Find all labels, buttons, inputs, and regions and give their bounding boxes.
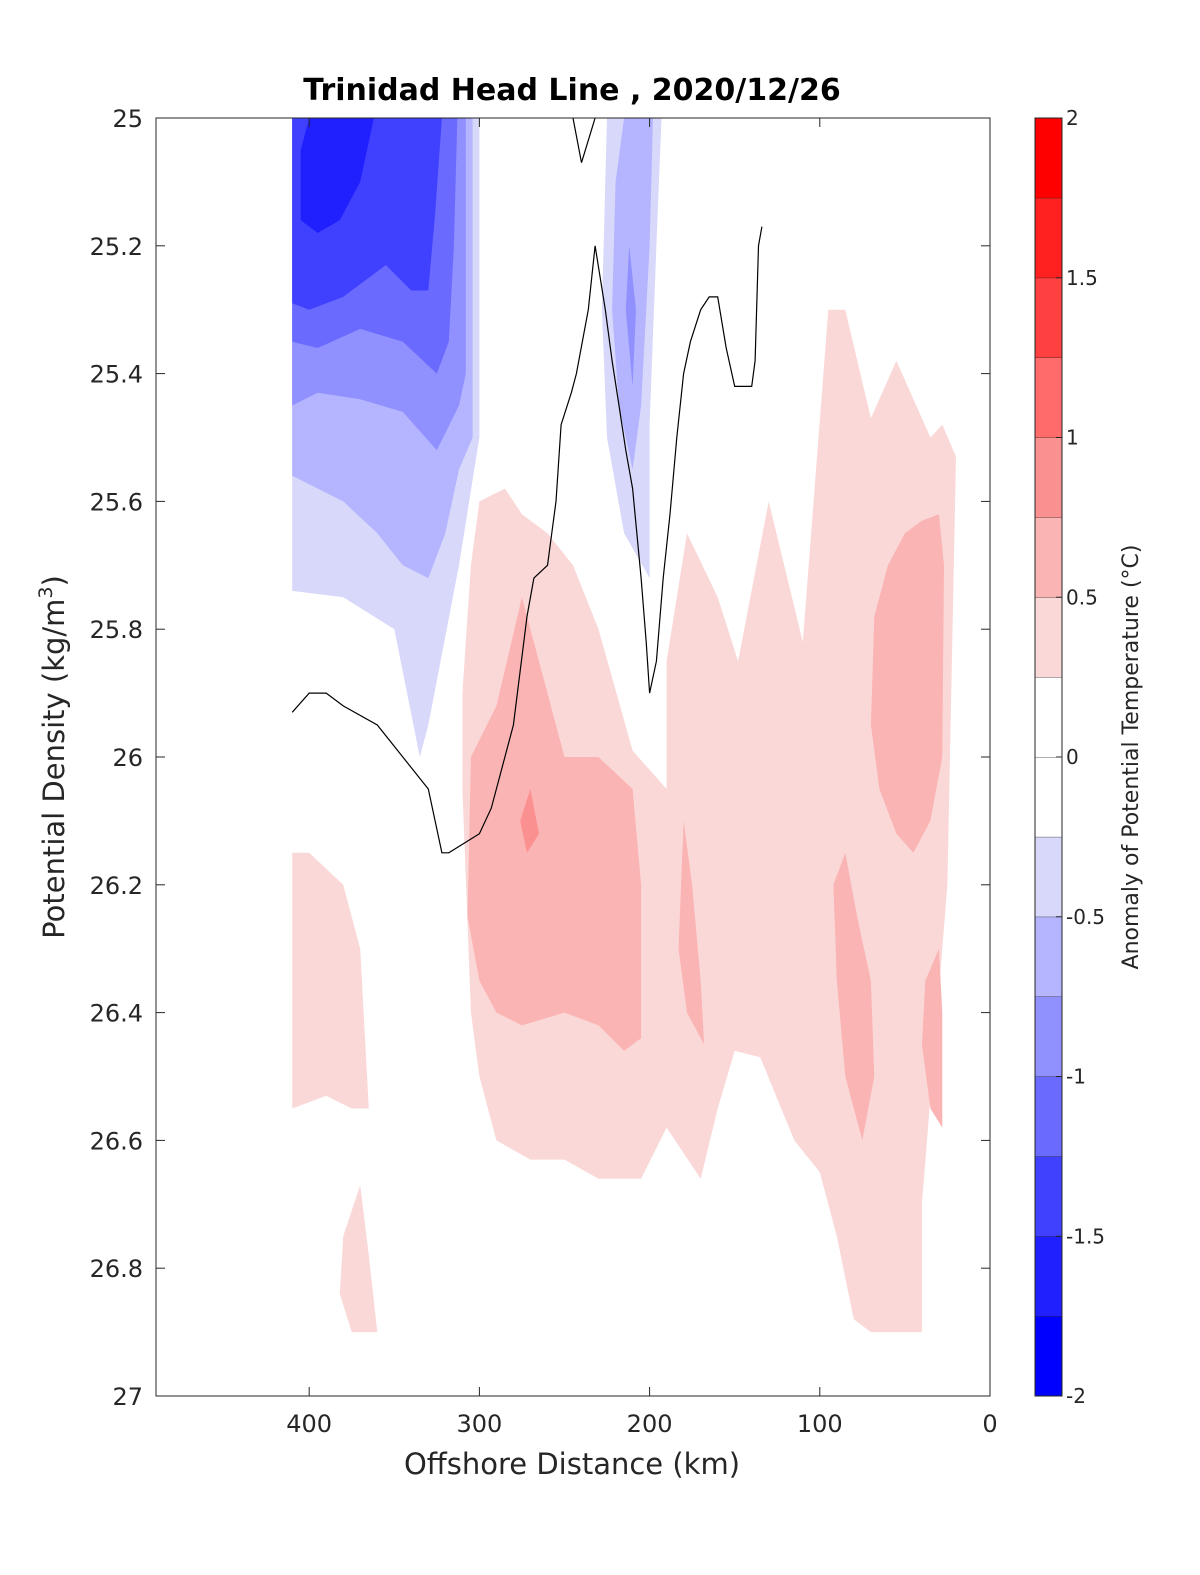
contour-region-14 [678,820,705,1045]
contour-fill-regions [292,118,956,1333]
colorbar-level-2 [1035,1156,1062,1237]
colorbar-level-6 [1035,836,1062,917]
colorbar-level-14 [1035,197,1062,278]
colorbar-level-3 [1035,1076,1062,1157]
colorbar-tick-label: 0 [1066,745,1079,769]
colorbar-tick-label: -1.5 [1066,1224,1105,1248]
y-tick-label: 25.2 [90,233,143,261]
x-axis-ticks: 400 300 200 100 0 [286,118,998,1438]
contour-region-11 [339,1185,378,1333]
colorbar: -2 -1.5 -1 -0.5 0 0.5 1 1.5 2 [1034,106,1105,1408]
colorbar-level-13 [1035,277,1062,358]
colorbar-tick-label: 2 [1066,106,1079,130]
colorbar-level-12 [1035,357,1062,438]
x-tick-label: 100 [797,1410,843,1438]
contour-region-9 [462,309,956,1333]
y-axis-title-close: ) [37,575,71,586]
colorbar-tick-label: -1 [1066,1065,1086,1089]
y-tick-label: 25 [112,105,143,133]
y-axis-ticks: 25 25.2 25.4 25.6 25.8 26 26.2 26.4 26.6 26.8 27 [90,105,990,1411]
y-axis-title: Potential Density (kg/m3) [35,575,71,939]
colorbar-tick-label: 1 [1066,426,1079,450]
y-tick-label: 26.6 [90,1127,143,1155]
contour-region-13 [520,789,539,853]
colorbar-level-15 [1035,118,1062,198]
x-tick-label: 0 [982,1410,997,1438]
contour-region-8 [625,245,636,387]
x-tick-label: 300 [456,1410,502,1438]
y-tick-label: 25.8 [90,616,143,644]
colorbar-levels [1035,117,1062,1396]
y-axis-title-main: Potential Density (kg/m [37,599,71,939]
contour-region-17 [870,514,944,853]
zero-contour-line-1 [572,117,596,163]
colorbar-tick-label: 1.5 [1066,266,1098,290]
chart-title: Trinidad Head Line , 2020/12/26 [303,73,840,108]
colorbar-level-0 [1035,1316,1062,1396]
x-tick-label: 400 [286,1410,332,1438]
y-tick-label: 26.8 [90,1255,143,1283]
y-tick-label: 27 [112,1383,143,1411]
colorbar-tick-label: -0.5 [1066,905,1105,929]
x-tick-label: 200 [627,1410,673,1438]
zero-contour-line-0 [291,226,763,854]
colorbar-level-5 [1035,916,1062,997]
colorbar-level-8 [1035,677,1062,757]
contour-region-10 [292,852,369,1109]
contour-region-16 [921,948,943,1128]
colorbar-ticks: -2 -1.5 -1 -0.5 0 0.5 1 1.5 2 [1056,106,1105,1408]
y-tick-label: 26.4 [90,1000,143,1028]
colorbar-tick-label: -2 [1066,1384,1086,1408]
y-tick-label: 25.4 [90,361,143,389]
colorbar-level-4 [1035,996,1062,1077]
colorbar-tick-label: 0.5 [1066,585,1098,609]
colorbar-level-1 [1035,1236,1062,1317]
zero-contour-lines [291,117,763,854]
x-axis-title: Offshore Distance (km) [404,1447,740,1481]
colorbar-title: Anomaly of Potential Temperature (°C) [1119,545,1144,970]
contour-region-12 [467,597,642,1051]
colorbar-level-7 [1035,757,1062,837]
contour-region-5 [300,118,374,233]
contour-region-15 [833,852,875,1141]
y-tick-label: 26.2 [90,872,143,900]
colorbar-level-10 [1035,517,1062,598]
colorbar-level-9 [1035,597,1062,678]
plot-area: 400 300 200 100 0 25 25.2 25.4 25.6 25.8 26 26.2 26… [90,105,998,1438]
y-tick-label: 25.6 [90,488,143,516]
colorbar-level-11 [1035,437,1062,518]
y-axis-title-superscript: 3 [35,586,57,598]
y-tick-label: 26 [112,744,143,772]
